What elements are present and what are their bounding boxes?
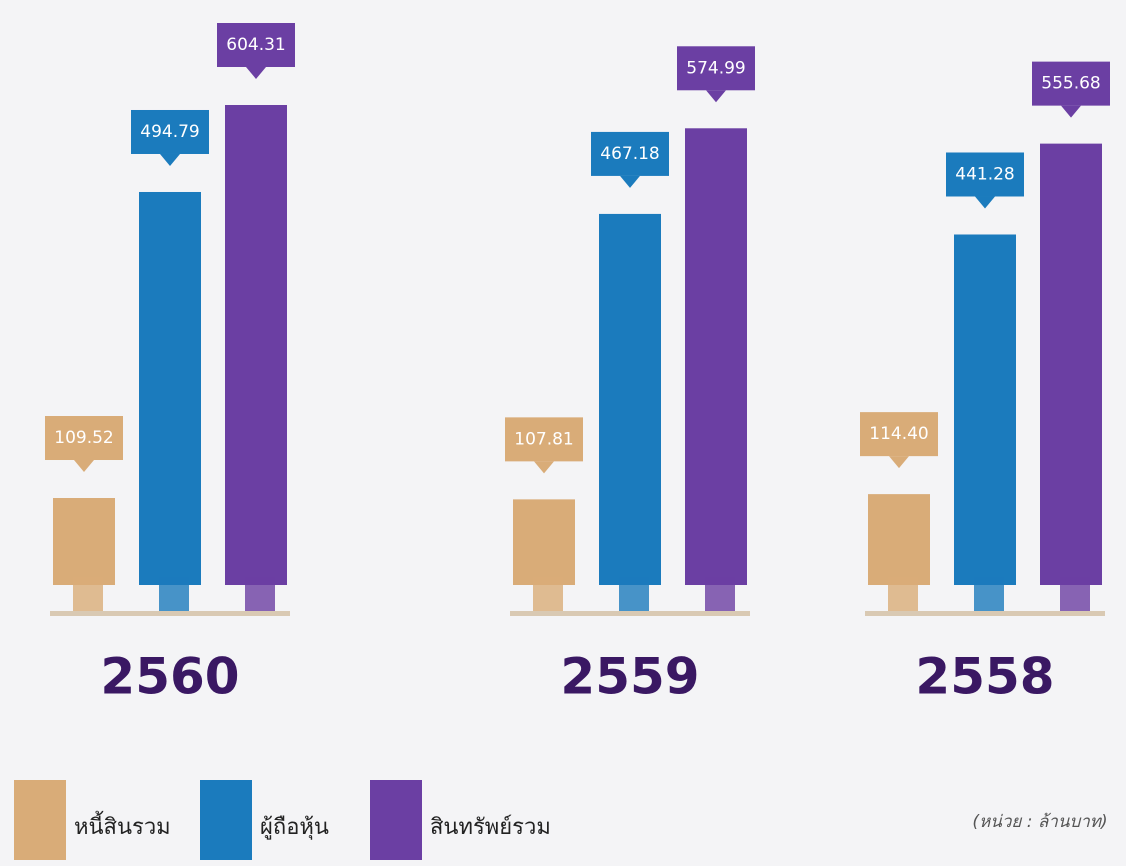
- bar: [954, 234, 1016, 585]
- floor: [510, 611, 750, 616]
- bar: [599, 213, 661, 586]
- callout-tip: [160, 153, 180, 166]
- callout-tip: [706, 90, 726, 103]
- callout: [591, 131, 669, 176]
- legend-swatch: [14, 780, 66, 860]
- bar: [685, 128, 747, 586]
- legend-swatch: [200, 780, 252, 860]
- unit-note: (หน่วย : ล้านบาท): [972, 812, 1107, 832]
- value-label: 109.52: [54, 428, 113, 448]
- legend-swatch: [370, 780, 422, 860]
- value-label: 555.68: [1041, 74, 1100, 94]
- paint-can: [974, 577, 1004, 611]
- value-label: 574.99: [686, 58, 745, 78]
- value-label: 114.40: [869, 424, 928, 444]
- callout: [677, 46, 755, 91]
- callout: [505, 417, 583, 462]
- legend-label: หนี้สินรวม: [74, 811, 171, 840]
- bar: [868, 494, 930, 585]
- value-label: 494.79: [140, 122, 199, 142]
- value-label: 107.81: [514, 429, 573, 449]
- callout: [1032, 61, 1110, 106]
- paint-can: [888, 577, 918, 611]
- paint-can: [705, 577, 735, 611]
- bar: [139, 191, 201, 585]
- callout-tip: [975, 196, 995, 209]
- legend-label: ผู้ถือหุ้น: [260, 815, 329, 840]
- bar: [53, 498, 115, 585]
- bar: [225, 105, 287, 585]
- paint-can: [1060, 577, 1090, 611]
- callout: [946, 152, 1024, 197]
- value-label: 467.18: [600, 144, 659, 164]
- callout: [860, 412, 938, 457]
- paint-can: [533, 577, 563, 611]
- callout: [131, 109, 209, 154]
- callout-tip: [889, 456, 909, 469]
- callout-tip: [74, 460, 94, 473]
- value-label: 441.28: [955, 164, 1014, 184]
- floor: [50, 611, 290, 616]
- callout: [217, 23, 295, 67]
- callout-tip: [246, 67, 266, 79]
- year-label: 2558: [915, 648, 1054, 706]
- callout-tip: [620, 175, 640, 188]
- paint-can: [619, 577, 649, 611]
- bar: [513, 499, 575, 585]
- value-label: 604.31: [226, 35, 285, 55]
- callout: [45, 416, 123, 461]
- year-label: 2560: [100, 648, 239, 706]
- callout-tip: [534, 461, 554, 474]
- paint-can: [159, 577, 189, 611]
- floor: [865, 611, 1105, 616]
- callout-tip: [1061, 105, 1081, 118]
- year-label: 2559: [560, 648, 699, 706]
- paint-can: [245, 577, 275, 611]
- legend-label: สินทรัพย์รวม: [430, 815, 551, 840]
- bar: [1040, 143, 1102, 585]
- paint-can: [73, 577, 103, 611]
